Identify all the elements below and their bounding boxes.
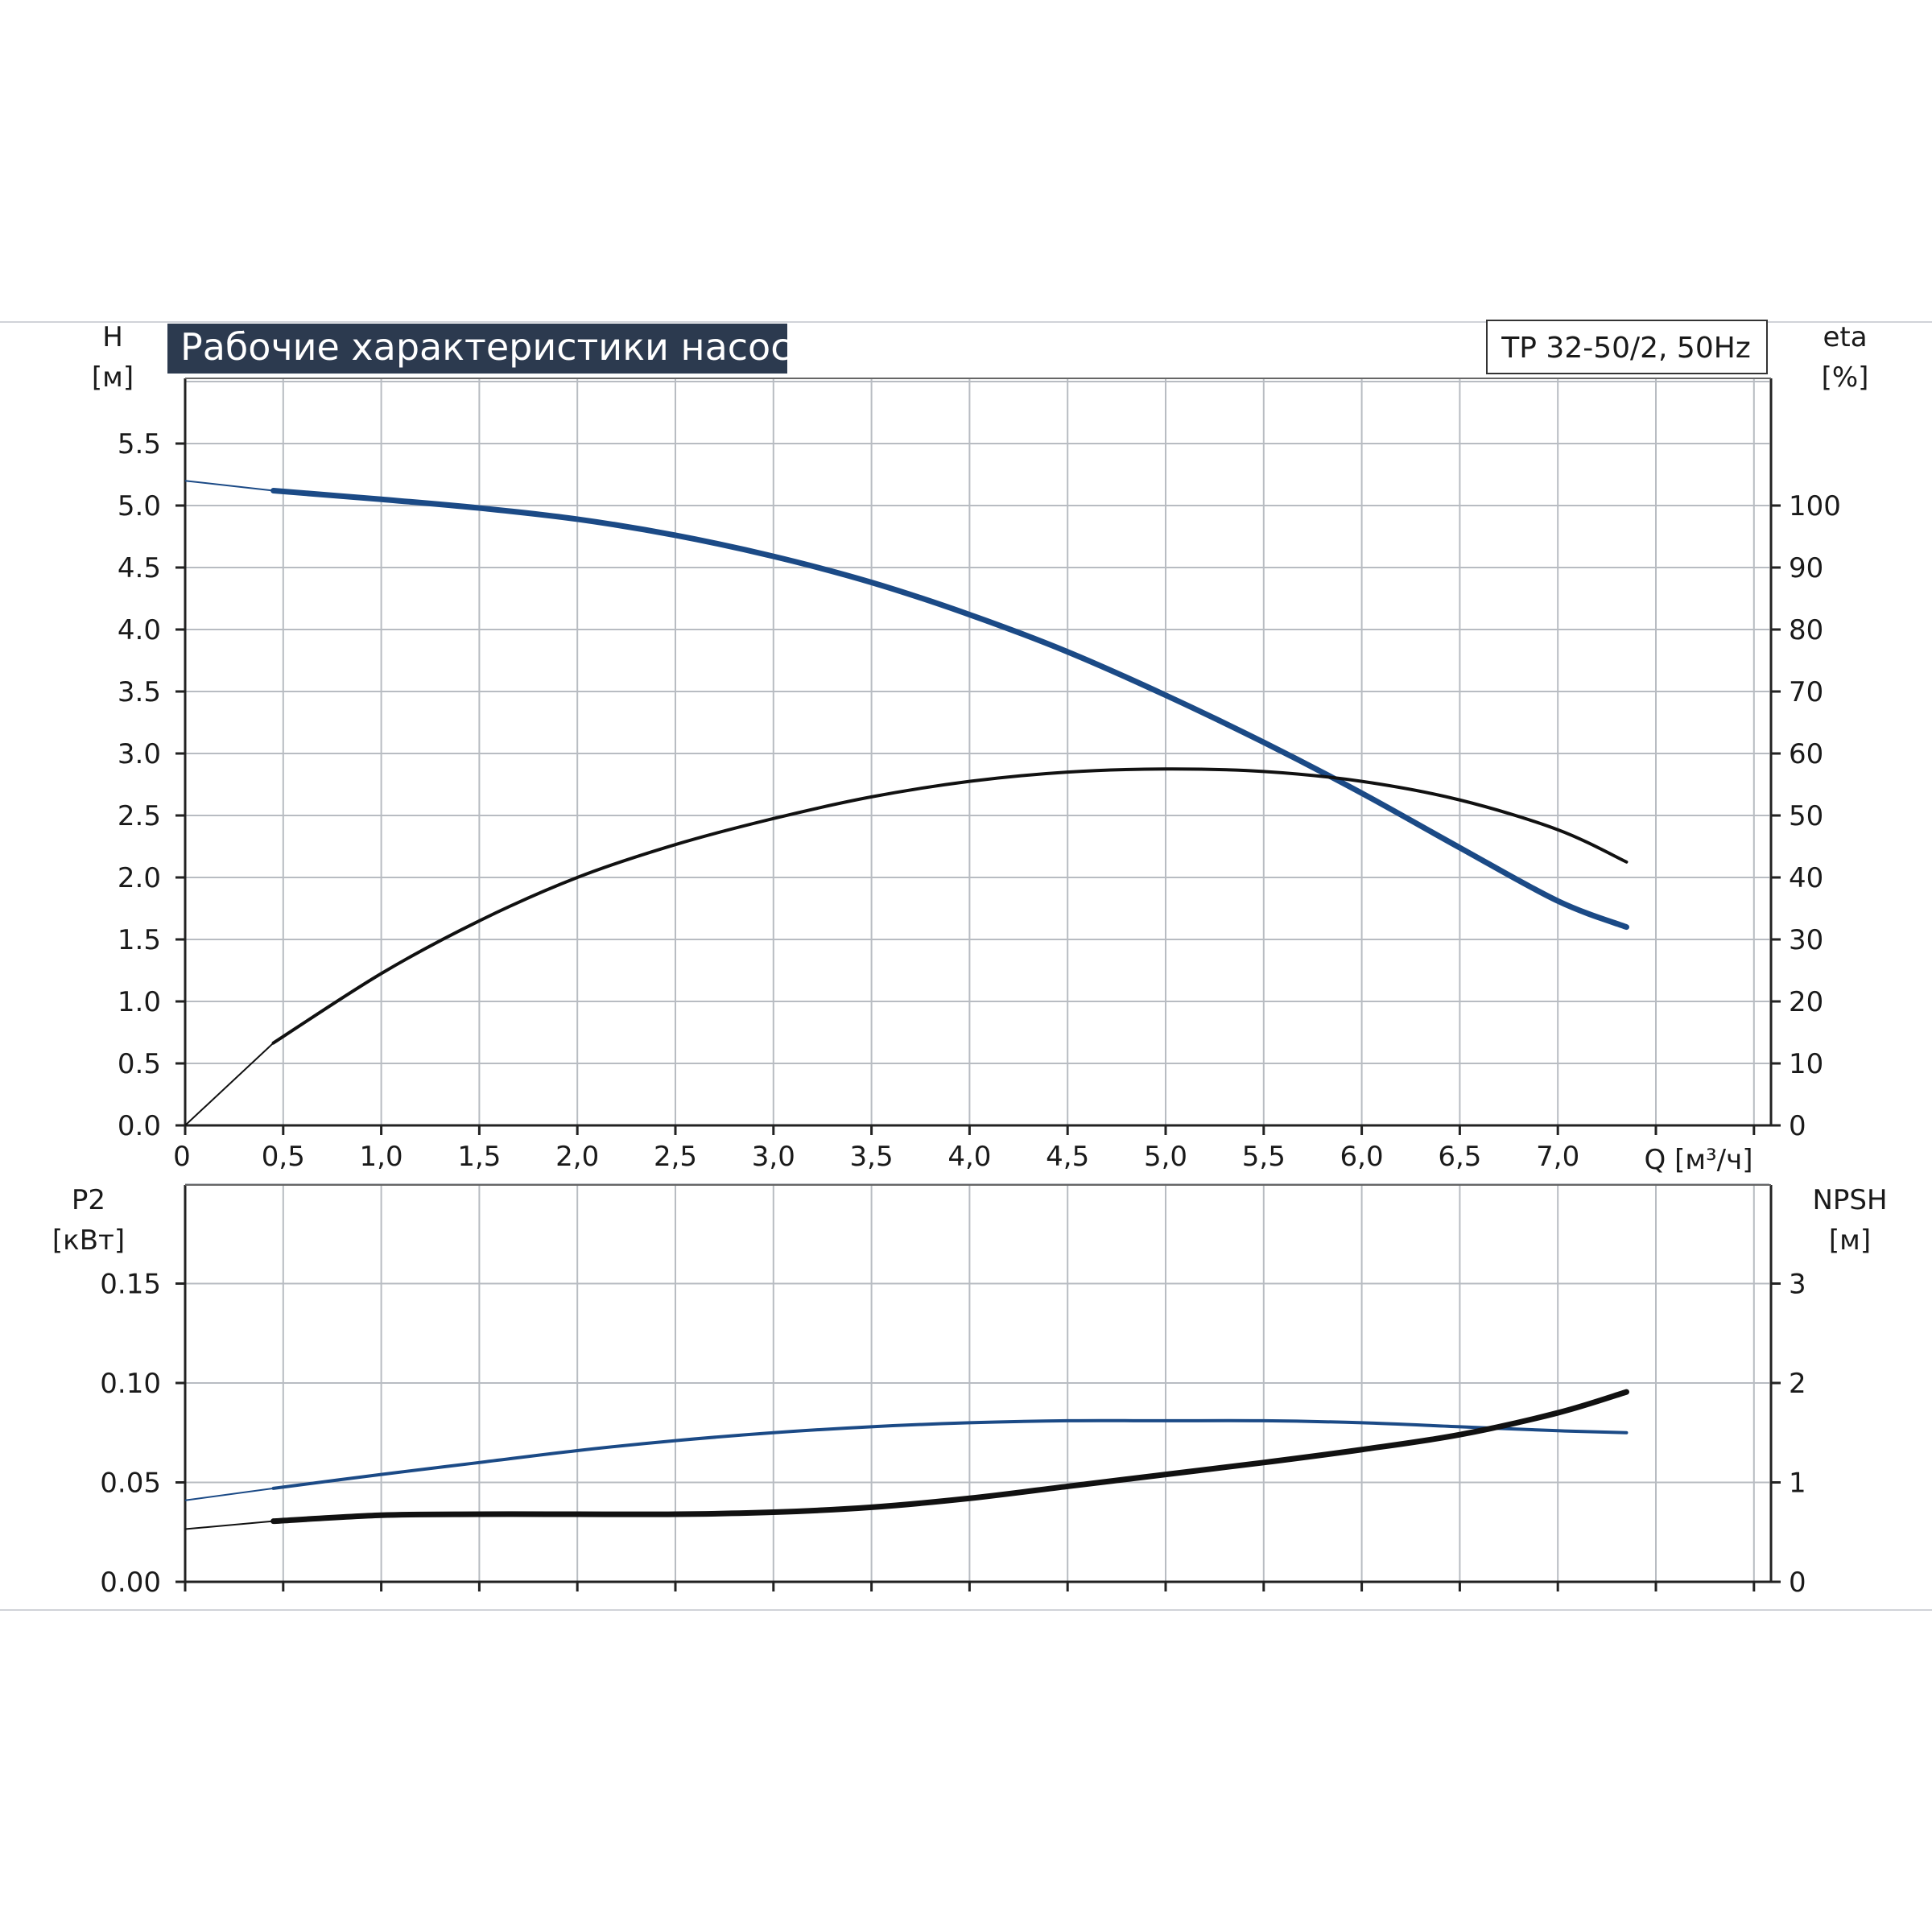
left-tick-label: 4.0 [118,614,161,646]
eta-axis-unit: [%] [1822,361,1869,394]
series-eta-start [184,1042,275,1126]
x-tick-label: 2,5 [654,1141,697,1173]
x-tick-label: 3,5 [850,1141,894,1173]
chart-title: Рабочие характеристики насоса [180,325,814,369]
p2-axis-unit: [кВт] [52,1224,125,1257]
q-axis-label: Q [м³/ч] [1645,1144,1753,1176]
x-tick-label: 6,0 [1340,1141,1384,1173]
h-axis-label: H [102,321,123,353]
x-tick-label: 7,0 [1536,1141,1579,1173]
left-tick-label: 3.5 [118,676,161,708]
h-axis-unit: [м] [92,361,134,394]
x-tick-label: 6,5 [1438,1141,1481,1173]
x-tick-label: 3,0 [752,1141,795,1173]
left-tick-label: 0.0 [118,1110,161,1142]
right-tick-label: 1 [1789,1468,1806,1500]
x-tick-label: 4,5 [1046,1141,1089,1173]
right-tick-label: 60 [1789,738,1823,770]
right-tick-label: 0 [1789,1567,1806,1599]
left-tick-label: 0.15 [100,1269,161,1301]
x-tick-label: 1,5 [457,1141,501,1173]
series-p2-start [184,1487,274,1501]
left-tick-label: 2.0 [118,862,161,894]
left-tick-label: 5.5 [118,428,161,460]
right-tick-label: 3 [1789,1269,1806,1301]
right-tick-label: 70 [1789,676,1823,708]
right-tick-label: 100 [1789,490,1841,522]
left-tick-label: 0.10 [100,1368,161,1400]
right-tick-label: 2 [1789,1368,1806,1400]
right-tick-label: 10 [1789,1048,1823,1080]
series-eta-line [271,767,1629,1045]
model-box [1486,320,1768,374]
x-tick-label: 4,0 [947,1141,991,1173]
right-tick-label: 90 [1789,552,1823,584]
title-box [167,324,787,374]
series-npsh-line [270,1389,1629,1525]
right-tick-label: 0 [1789,1110,1806,1142]
left-tick-label: 0.5 [118,1048,161,1080]
left-tick-label: 1.0 [118,986,161,1018]
left-tick-label: 0.05 [100,1468,161,1500]
left-tick-label: 2.5 [118,800,161,832]
left-tick-label: 0.00 [100,1567,161,1599]
eta-axis-label: eta [1823,321,1867,353]
npsh-axis-label: NPSH [1812,1184,1887,1216]
npsh-axis-unit: [м] [1829,1224,1871,1257]
bottom-plot: 0.00 0.05 0.10 0.15 0 1 2 3 [100,1183,1806,1599]
right-tick-label: 40 [1789,862,1823,894]
top-plot: 0.0 0.5 1.0 1.5 2.0 2.5 3.0 3.5 4.0 4.5 5.0 5.5 0 10 2… [118,378,1841,1173]
series-h-start [184,480,274,492]
left-tick-label: 3.0 [118,738,161,770]
right-tick-label: 20 [1789,986,1823,1018]
left-tick-label: 1.5 [118,924,161,956]
right-tick-label: 50 [1789,800,1823,832]
left-tick-label: 4.5 [118,552,161,584]
model-label: TP 32-50/2, 50Hz [1501,332,1750,365]
right-tick-label: 30 [1789,924,1823,956]
right-tick-label: 80 [1789,614,1823,646]
x-tick-label: 5,0 [1144,1141,1187,1173]
left-tick-label: 5.0 [118,490,161,522]
series-npsh-start [184,1520,274,1530]
x-tick-label: 1,0 [360,1141,403,1173]
series-p2-line [271,1418,1629,1490]
frame-lines [0,321,1932,1611]
x-tick-label: 5,5 [1242,1141,1286,1173]
x-tick-label: 0 [173,1141,191,1173]
x-tick-label: 0,5 [262,1141,305,1173]
p2-axis-label: P2 [72,1184,105,1216]
series-h-line [270,488,1629,931]
x-tick-label: 2,0 [555,1141,599,1173]
